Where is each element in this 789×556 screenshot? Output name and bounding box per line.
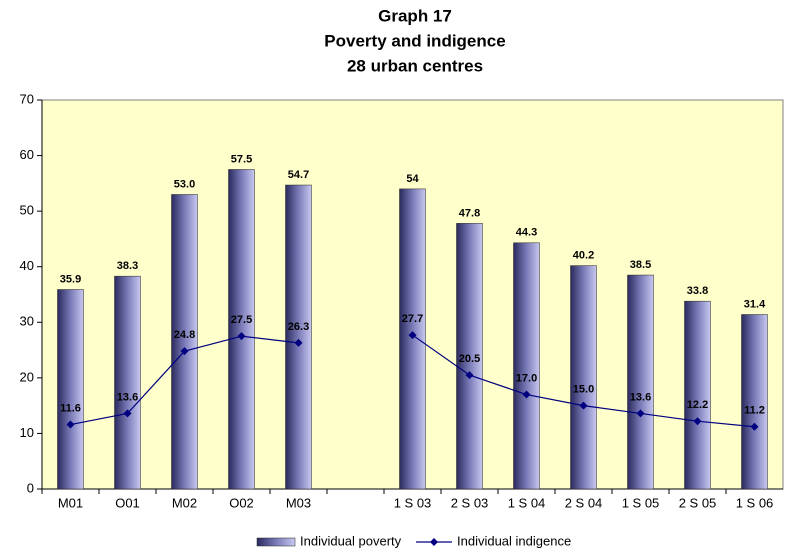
- x-tick-label: M01: [58, 495, 83, 510]
- line-marker: [579, 401, 588, 410]
- line-marker: [237, 332, 246, 341]
- bar-value-label: 57.5: [231, 153, 252, 165]
- x-tick-label: M03: [286, 495, 311, 510]
- bar: [57, 289, 84, 490]
- line-value-label: 11.2: [744, 405, 765, 417]
- bar-value-label: 54: [406, 173, 419, 185]
- x-tick-label: M02: [172, 495, 197, 510]
- x-tick-label: 1 S 04: [508, 495, 546, 510]
- bar-value-label: 38.3: [117, 260, 138, 272]
- line-value-label: 15.0: [573, 384, 594, 396]
- bar-value-label: 40.2: [573, 250, 594, 262]
- bar-value-label: 38.5: [630, 259, 651, 271]
- x-tick-label: O01: [115, 495, 140, 510]
- bar: [627, 274, 654, 490]
- bar-value-label: 54.7: [288, 169, 309, 181]
- y-tick-label: 40: [20, 258, 34, 273]
- bar-value-label: 47.8: [459, 207, 480, 219]
- chart-title: 28 urban centres: [347, 56, 483, 75]
- line-value-label: 27.7: [402, 313, 423, 325]
- legend-label: Individual poverty: [300, 533, 402, 548]
- line-value-label: 17.0: [516, 372, 537, 384]
- x-tick-label: 2 S 04: [565, 495, 603, 510]
- line-value-label: 26.3: [288, 321, 309, 333]
- x-tick-label: 2 S 05: [679, 495, 717, 510]
- x-tick-label: O02: [229, 495, 254, 510]
- line-value-label: 11.6: [60, 402, 81, 414]
- bar-value-label: 31.4: [744, 298, 766, 310]
- x-tick-label: 2 S 03: [451, 495, 489, 510]
- y-tick-label: 20: [20, 369, 34, 384]
- bar-value-label: 33.8: [687, 285, 708, 297]
- bar: [684, 300, 711, 490]
- line-value-label: 13.6: [117, 391, 138, 403]
- line-marker: [750, 422, 759, 431]
- line-value-label: 20.5: [459, 353, 480, 365]
- legend-marker: [430, 538, 438, 546]
- line-value-label: 27.5: [231, 314, 252, 326]
- y-tick-label: 70: [20, 91, 34, 106]
- line-marker: [522, 390, 531, 399]
- line-marker: [294, 338, 303, 347]
- x-tick-label: 1 S 05: [622, 495, 660, 510]
- y-tick-label: 0: [27, 480, 34, 495]
- line-marker: [123, 409, 132, 418]
- line-marker: [180, 347, 189, 356]
- line-marker: [636, 409, 645, 418]
- bar-value-label: 35.9: [60, 273, 81, 285]
- y-tick-label: 50: [20, 203, 34, 218]
- bar-value-label: 53.0: [174, 178, 195, 190]
- bar: [228, 169, 255, 490]
- bar: [285, 184, 312, 490]
- legend-swatch: [256, 537, 296, 547]
- line-marker: [66, 420, 75, 429]
- chart-title: Graph 17: [378, 6, 452, 25]
- y-tick-label: 10: [20, 425, 34, 440]
- bar: [114, 275, 141, 490]
- x-tick-label: 1 S 03: [394, 495, 432, 510]
- chart-title: Poverty and indigence: [324, 31, 505, 50]
- bar: [570, 265, 597, 490]
- x-tick-label: 1 S 06: [736, 495, 774, 510]
- line-marker: [693, 417, 702, 426]
- legend-label: Individual indigence: [457, 533, 571, 548]
- bar: [741, 314, 768, 490]
- line-marker: [465, 371, 474, 380]
- line-value-label: 13.6: [630, 391, 651, 403]
- bar-value-label: 44.3: [516, 227, 537, 239]
- bar: [456, 223, 483, 490]
- bar: [171, 194, 198, 490]
- line-value-label: 12.2: [687, 399, 708, 411]
- bar: [513, 242, 540, 490]
- y-tick-label: 60: [20, 147, 34, 162]
- y-tick-label: 30: [20, 314, 34, 329]
- line-value-label: 24.8: [174, 329, 195, 341]
- line-marker: [408, 331, 417, 340]
